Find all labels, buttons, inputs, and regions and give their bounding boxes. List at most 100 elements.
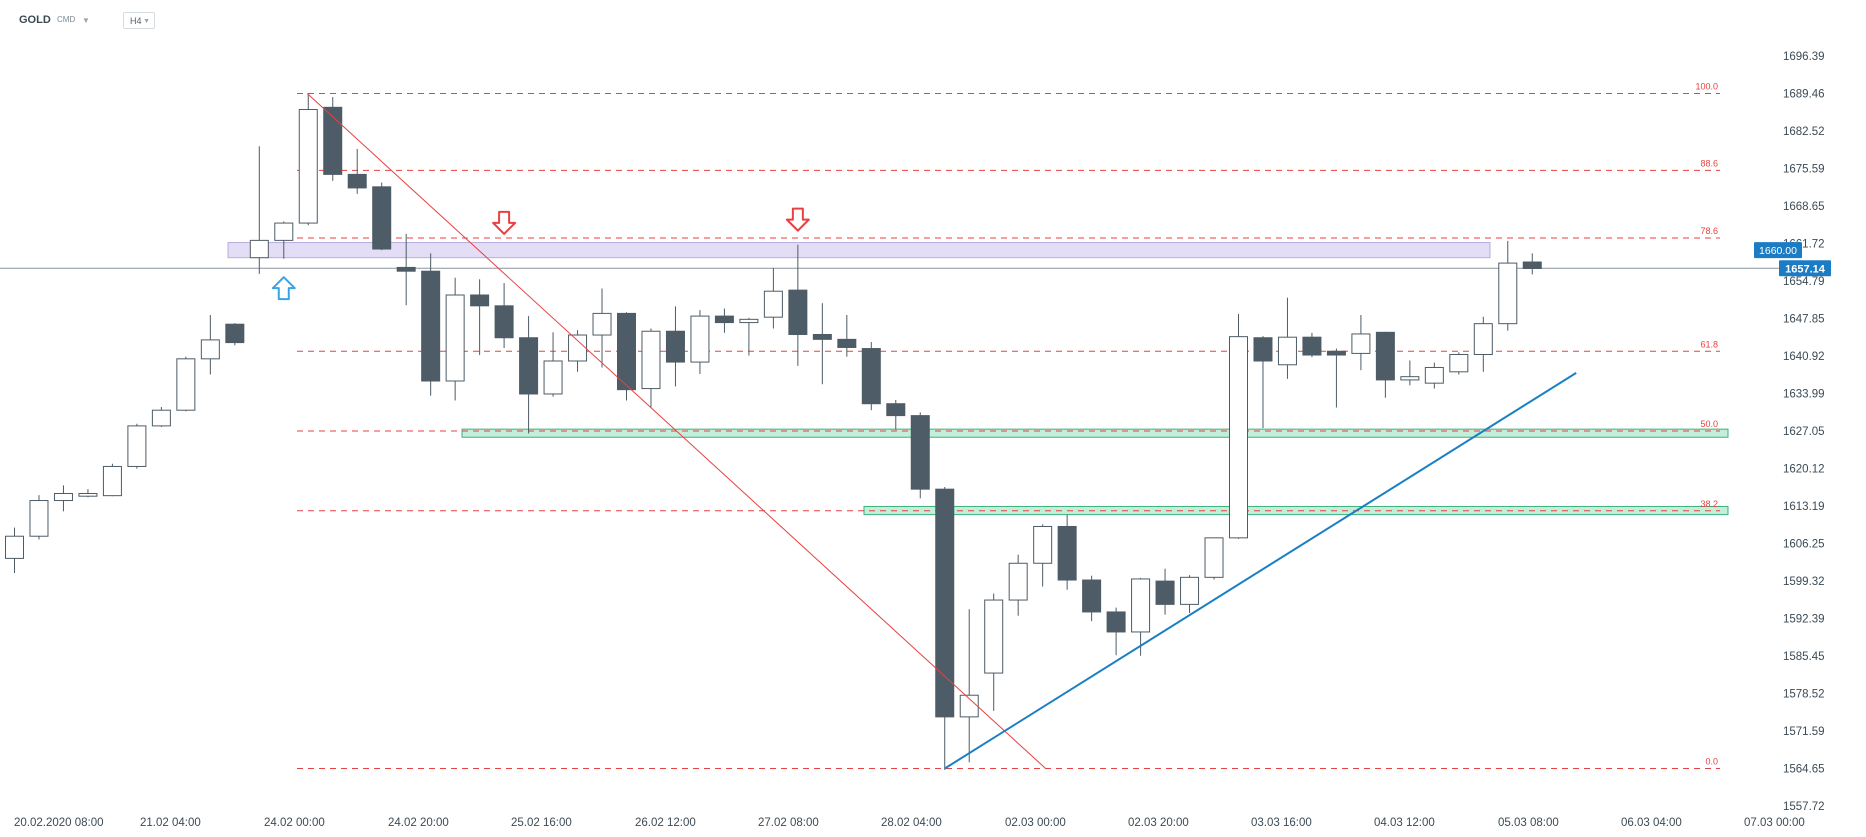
y-axis-tick-label: 1627.05 bbox=[1783, 426, 1825, 438]
signal-arrows-layer bbox=[271, 207, 810, 301]
source-dropdown-icon[interactable]: ▼ bbox=[82, 16, 90, 25]
x-axis-tick-label: 06.03 04:00 bbox=[1621, 817, 1682, 829]
bear-candle bbox=[494, 305, 514, 339]
bull-candle bbox=[274, 222, 294, 241]
bull-candle bbox=[1473, 323, 1493, 355]
bull-candle bbox=[29, 500, 49, 537]
x-axis-tick-label: 03.03 16:00 bbox=[1251, 817, 1312, 829]
y-axis-tick-label: 1633.99 bbox=[1783, 388, 1825, 400]
bear-candle bbox=[470, 294, 490, 307]
bear-candle bbox=[1326, 350, 1346, 356]
x-axis-tick-label: 27.02 08:00 bbox=[758, 817, 819, 829]
fib-level-label: 0.0 bbox=[1705, 757, 1718, 767]
x-axis-tick-label: 02.03 20:00 bbox=[1128, 817, 1189, 829]
bull-candle bbox=[1400, 376, 1420, 381]
bull-candle bbox=[78, 492, 98, 497]
bull-candle bbox=[1229, 336, 1248, 539]
down-arrow-icon bbox=[492, 210, 517, 235]
y-axis-tick-label: 1689.46 bbox=[1783, 88, 1825, 100]
y-axis-tick-label: 1675.59 bbox=[1783, 163, 1825, 175]
fib-level-label: 50.0 bbox=[1700, 419, 1718, 429]
source-label[interactable]: CMD bbox=[57, 15, 76, 24]
current-price-tag-label: 1657.14 bbox=[1785, 263, 1826, 275]
bull-candle bbox=[176, 358, 196, 411]
x-axis-tick-label: 28.02 04:00 bbox=[881, 817, 942, 829]
y-axis-tick-label: 1585.45 bbox=[1783, 651, 1825, 663]
bull-candle bbox=[1033, 525, 1053, 564]
down-arrow-icon bbox=[785, 207, 810, 232]
bull-candle bbox=[1008, 562, 1028, 601]
fib-level-label: 61.8 bbox=[1700, 339, 1718, 349]
up-arrow-icon bbox=[271, 276, 296, 301]
bull-candle bbox=[5, 535, 24, 559]
y-axis-tick-label: 1696.39 bbox=[1783, 51, 1825, 63]
bull-candle bbox=[543, 360, 563, 395]
x-axis-tick-label: 24.02 00:00 bbox=[264, 817, 325, 829]
x-axis-tick-label: 05.03 08:00 bbox=[1498, 817, 1559, 829]
bull-candle bbox=[690, 315, 710, 363]
bear-candle bbox=[1057, 525, 1077, 581]
bear-candle bbox=[1106, 611, 1126, 633]
zone-price-tag-label: 1660.00 bbox=[1759, 245, 1797, 257]
x-axis-tick-label: 04.03 12:00 bbox=[1374, 817, 1435, 829]
bear-candle bbox=[396, 266, 416, 272]
fib-level-label: 100.0 bbox=[1695, 81, 1718, 91]
x-axis-tick-label: 25.02 16:00 bbox=[511, 817, 572, 829]
support-zone bbox=[461, 428, 1729, 438]
bull-candle bbox=[568, 334, 588, 362]
bull-candle bbox=[1277, 336, 1297, 366]
bull-candle bbox=[445, 294, 465, 382]
timeframe-label: H4 bbox=[130, 16, 142, 26]
y-axis: 1696.391689.461682.521675.591668.651661.… bbox=[1783, 51, 1825, 813]
y-axis-tick-label: 1613.19 bbox=[1783, 501, 1825, 513]
x-axis: 20.02.2020 08:00 21.02 04:00 24.02 00:00 24… bbox=[14, 817, 1805, 829]
x-axis-tick-label: 24.02 20:00 bbox=[388, 817, 449, 829]
bear-candle bbox=[421, 270, 441, 382]
bear-candle bbox=[1155, 580, 1175, 605]
bull-candle bbox=[1131, 578, 1151, 633]
y-axis-tick-label: 1592.39 bbox=[1783, 613, 1825, 625]
resistance-zone bbox=[227, 242, 1491, 259]
y-axis-tick-label: 1640.92 bbox=[1783, 351, 1825, 363]
bear-candle bbox=[812, 333, 832, 340]
timeframe-select[interactable]: H4 ▼ bbox=[123, 12, 155, 29]
bear-candle bbox=[837, 338, 857, 348]
x-axis-tick-label: 02.03 00:00 bbox=[1005, 817, 1066, 829]
bull-candle bbox=[298, 108, 318, 224]
y-axis-tick-label: 1599.32 bbox=[1783, 576, 1825, 588]
bull-candle bbox=[1180, 576, 1200, 605]
bear-candle bbox=[714, 315, 734, 324]
bear-candle bbox=[617, 312, 636, 391]
chart-toolbar: GOLD CMD ▼ H4 ▼ bbox=[0, 0, 1866, 34]
bear-candle bbox=[1082, 579, 1102, 613]
x-axis-tick-label: 21.02 04:00 bbox=[140, 817, 201, 829]
y-axis-tick-label: 1571.59 bbox=[1783, 726, 1825, 738]
bear-candle bbox=[1375, 331, 1395, 381]
price-tags-layer: 1660.00 1657.14 bbox=[1754, 242, 1831, 277]
bull-candle bbox=[641, 330, 661, 390]
symbol-label[interactable]: GOLD bbox=[19, 14, 51, 26]
x-axis-tick-label: 26.02 12:00 bbox=[635, 817, 696, 829]
current-price-tag bbox=[1779, 260, 1831, 277]
y-axis-tick-label: 1578.52 bbox=[1783, 689, 1825, 701]
bear-candle bbox=[665, 330, 685, 363]
zone-price-tag bbox=[1754, 242, 1802, 259]
fibonacci-layer: 100.0 88.6 78.6 61.8 50.0 38.2 0.0 bbox=[0, 81, 1800, 770]
y-axis-tick-label: 1668.65 bbox=[1783, 201, 1825, 213]
bull-candle bbox=[763, 290, 783, 318]
bear-candle bbox=[1253, 337, 1273, 362]
bull-candle bbox=[1449, 353, 1469, 373]
bull-candle bbox=[151, 409, 171, 427]
bear-candle bbox=[323, 106, 343, 175]
bull-candle bbox=[739, 318, 759, 324]
bear-candle bbox=[935, 488, 955, 718]
fib-level-label: 88.6 bbox=[1700, 158, 1718, 168]
bull-candle bbox=[127, 425, 147, 467]
fib-level-label: 38.2 bbox=[1700, 499, 1718, 509]
x-axis-tick-label: 07.03 00:00 bbox=[1744, 817, 1805, 829]
y-axis-tick-label: 1647.85 bbox=[1783, 314, 1825, 326]
bear-candle bbox=[519, 337, 539, 395]
bull-candle bbox=[249, 239, 269, 259]
timeframe-dropdown-icon: ▼ bbox=[143, 18, 150, 25]
